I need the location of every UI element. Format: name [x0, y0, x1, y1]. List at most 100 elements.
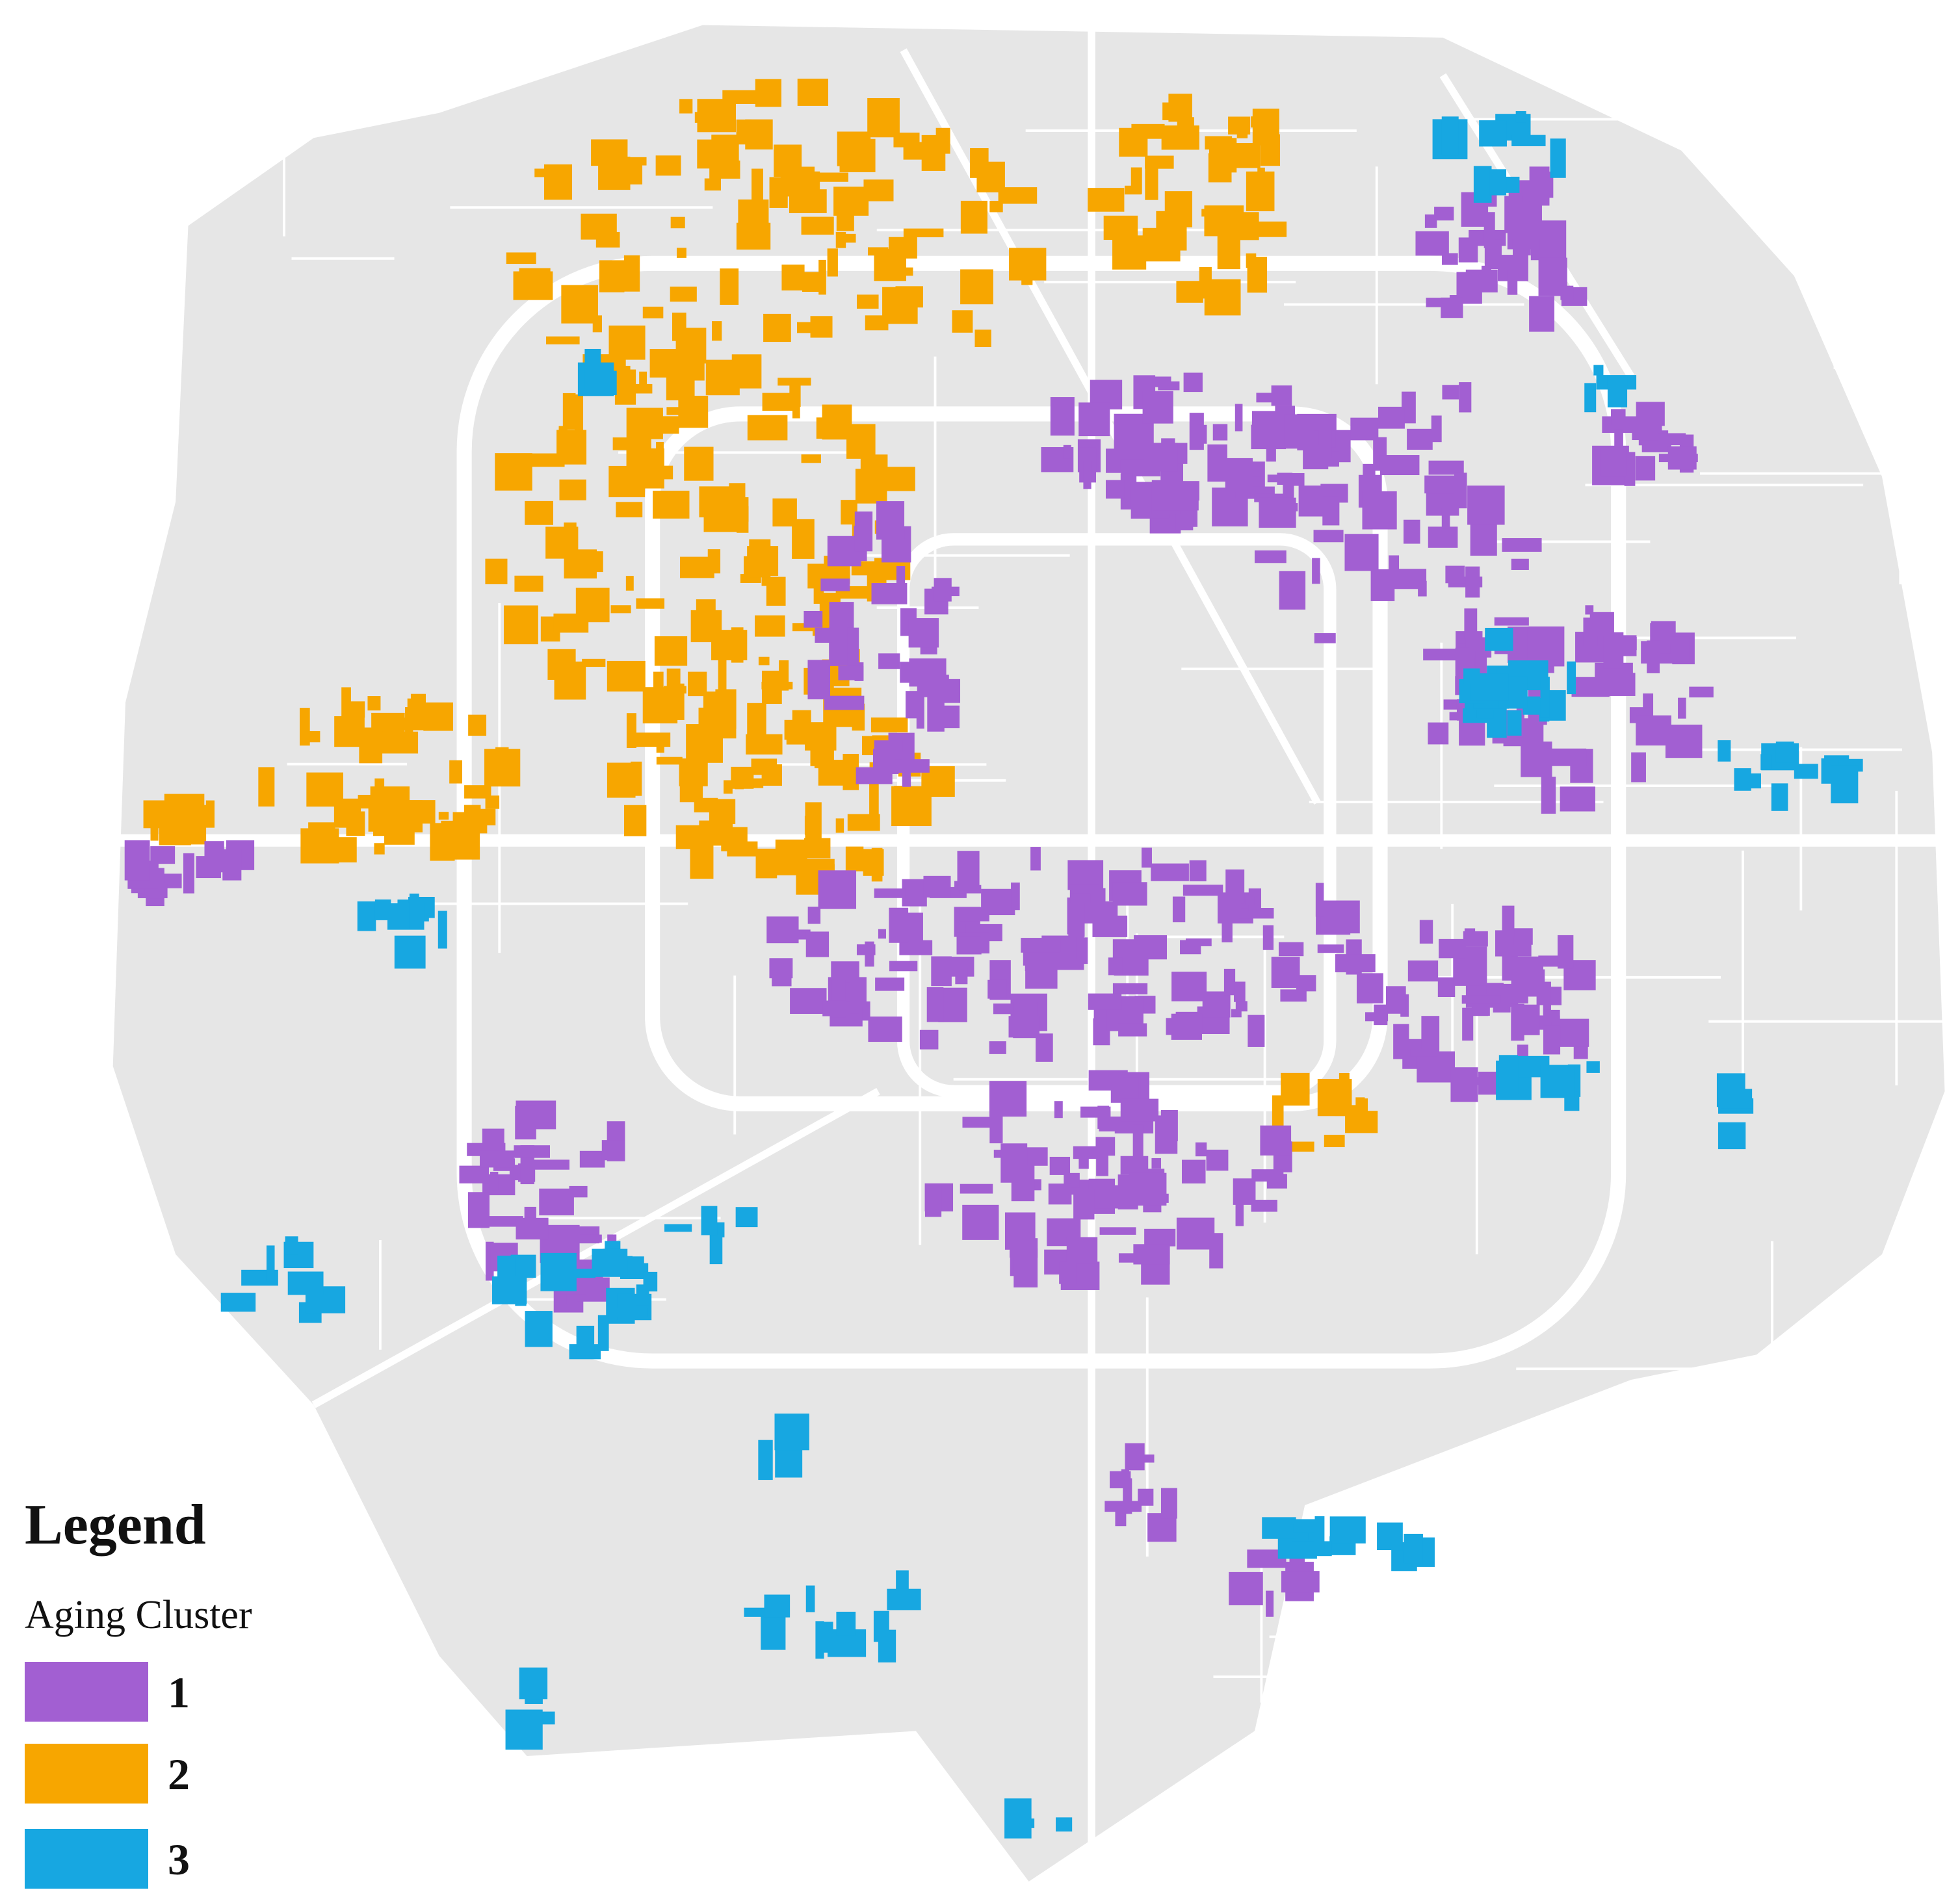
- cluster-block: [495, 747, 509, 786]
- cluster-block: [709, 799, 736, 824]
- cluster-block: [1418, 580, 1427, 597]
- cluster-block: [258, 767, 275, 807]
- cluster-block: [1678, 697, 1686, 719]
- cluster-block: [532, 1159, 570, 1170]
- cluster-block: [1502, 538, 1542, 552]
- cluster-block: [1283, 484, 1294, 498]
- cluster-block: [705, 359, 740, 396]
- cluster-block: [486, 1216, 523, 1227]
- cluster-block: [547, 649, 576, 680]
- cluster-block: [1120, 1098, 1159, 1122]
- cluster-block: [480, 1150, 514, 1168]
- cluster-block: [1560, 285, 1574, 300]
- cluster-block: [854, 511, 873, 552]
- cluster-block: [874, 888, 906, 898]
- cluster-block: [1049, 1156, 1071, 1175]
- cluster-block: [1092, 915, 1128, 937]
- cluster-block: [751, 168, 763, 207]
- cluster-block: [1144, 1228, 1176, 1247]
- cluster-block: [1172, 896, 1186, 923]
- cluster-block: [1073, 1146, 1099, 1159]
- cluster-block: [1419, 920, 1433, 944]
- cluster-block: [1513, 928, 1533, 945]
- cluster-block: [1145, 446, 1169, 459]
- cluster-block: [1385, 986, 1406, 1014]
- cluster-block: [1485, 628, 1513, 651]
- cluster-block: [1631, 752, 1646, 782]
- cluster-block: [874, 248, 906, 281]
- cluster-block: [1463, 931, 1488, 947]
- cluster-block: [769, 958, 793, 979]
- cluster-block: [485, 558, 508, 584]
- cluster-block: [1070, 893, 1091, 903]
- cluster-block: [894, 759, 930, 773]
- cluster-block: [801, 454, 821, 463]
- cluster-block: [1278, 942, 1304, 957]
- legend-label: 3: [168, 1835, 190, 1884]
- cluster-block: [468, 714, 487, 736]
- cluster-block: [1529, 166, 1550, 206]
- cluster-block: [1454, 472, 1467, 509]
- cluster-block: [1589, 612, 1614, 636]
- cluster-block: [1176, 281, 1203, 303]
- cluster-block: [175, 805, 207, 845]
- cluster-block: [553, 614, 589, 633]
- cluster-block: [1164, 191, 1193, 227]
- cluster-block: [438, 812, 449, 820]
- cluster-block: [1078, 1156, 1089, 1169]
- cluster-block: [608, 325, 646, 360]
- cluster-block: [878, 929, 886, 939]
- cluster-block: [1257, 167, 1265, 192]
- cluster-block: [847, 814, 880, 831]
- cluster-block: [1313, 530, 1344, 543]
- cluster-block: [1312, 558, 1320, 584]
- cluster-block: [1235, 404, 1243, 432]
- cluster-block: [1667, 446, 1697, 470]
- cluster-block: [608, 465, 646, 498]
- cluster-block: [492, 1276, 527, 1304]
- cluster-block: [1189, 860, 1207, 882]
- cluster-block: [449, 760, 462, 784]
- cluster-block: [1271, 385, 1292, 406]
- cluster-block: [1517, 1044, 1528, 1057]
- cluster-block: [1428, 526, 1458, 548]
- cluster-block: [1207, 444, 1227, 482]
- cluster-block: [607, 762, 636, 798]
- cluster-block: [1502, 905, 1515, 937]
- cluster-block: [1011, 1165, 1035, 1202]
- cluster-block: [755, 79, 782, 107]
- cluster-block: [1370, 569, 1395, 601]
- cluster-block: [1021, 938, 1061, 953]
- cluster-block: [1030, 847, 1041, 871]
- cluster-block: [1513, 1004, 1540, 1035]
- cluster-block: [917, 675, 949, 697]
- cluster-block: [816, 417, 830, 439]
- cluster-block: [1461, 995, 1501, 1004]
- cluster-block: [962, 1117, 995, 1128]
- cluster-block: [1231, 1009, 1242, 1018]
- cluster-block: [777, 378, 811, 386]
- cluster-block: [833, 187, 869, 216]
- cluster-block: [1314, 1516, 1325, 1549]
- cluster-block: [584, 348, 601, 389]
- cluster-block: [761, 576, 777, 586]
- cluster-block: [514, 1145, 550, 1158]
- cluster-block: [761, 1615, 786, 1650]
- cluster-block: [1251, 1200, 1277, 1212]
- cluster-block: [1132, 1124, 1143, 1161]
- cluster-block: [1636, 402, 1665, 426]
- cluster-block: [696, 599, 716, 618]
- cluster-block: [989, 1041, 1006, 1054]
- cluster-block: [1279, 571, 1306, 610]
- cluster-block: [1462, 1007, 1474, 1041]
- cluster-block: [1225, 458, 1253, 492]
- cluster-block: [1560, 786, 1595, 812]
- clusters: [124, 79, 1863, 1839]
- cluster-block: [960, 907, 989, 922]
- cluster-block: [875, 977, 905, 991]
- cluster-block: [438, 911, 447, 949]
- cluster-block: [867, 97, 900, 138]
- cluster-block: [1322, 496, 1340, 526]
- cluster-block: [1547, 748, 1587, 766]
- cluster-block: [1129, 1172, 1167, 1206]
